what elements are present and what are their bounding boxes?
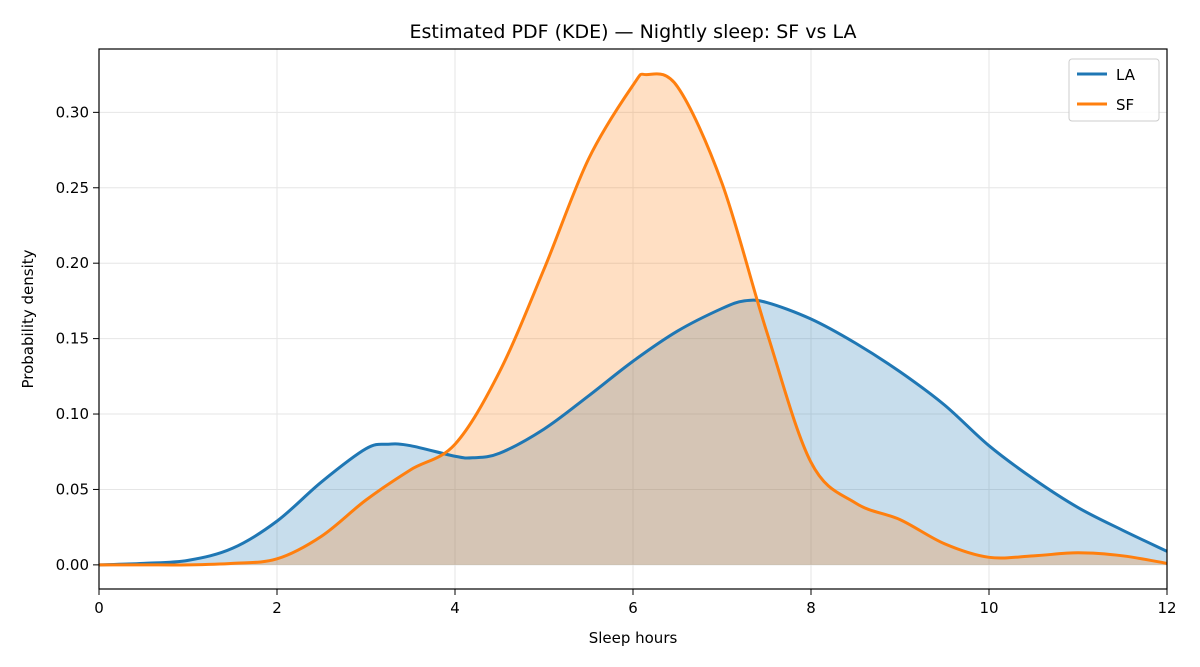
y-axis-title: Probability density: [19, 249, 37, 388]
y-tick-label: 0.10: [56, 405, 89, 423]
x-tick-label: 8: [806, 599, 816, 617]
legend-label-la: LA: [1116, 66, 1136, 84]
grid: [98, 49, 1168, 589]
x-tick-label: 12: [1157, 599, 1176, 617]
series-line-la: [98, 298, 1168, 567]
series-line-sf: [98, 72, 1168, 567]
y-tick-label: 0.15: [56, 330, 89, 348]
legend-label-sf: SF: [1116, 96, 1134, 114]
area-fill-sf: [99, 73, 1167, 565]
y-tick-label: 0.30: [56, 103, 89, 121]
x-tick-label: 4: [450, 599, 460, 617]
legend-box: [1068, 58, 1160, 122]
chart-title: Estimated PDF (KDE) — Nightly sleep: SF …: [410, 21, 857, 43]
x-tick-label: 6: [628, 599, 638, 617]
y-tick-label: 0.20: [56, 254, 89, 272]
x-tick-label: 0: [94, 599, 104, 617]
legend: LA SF: [1068, 58, 1160, 122]
y-tick-label: 0.00: [56, 556, 89, 574]
x-axis-title: Sleep hours: [589, 629, 678, 647]
series-lines: [98, 72, 1168, 567]
y-tick-label: 0.05: [56, 480, 89, 498]
x-tick-label: 2: [272, 599, 282, 617]
y-tick-label: 0.25: [56, 179, 89, 197]
x-tick-label: 10: [979, 599, 998, 617]
axis-ticks: 0 2 4 6 8 10 12 0.00 0.05 0.10 0.15 0.20 0.25 0.30: [56, 103, 1177, 617]
